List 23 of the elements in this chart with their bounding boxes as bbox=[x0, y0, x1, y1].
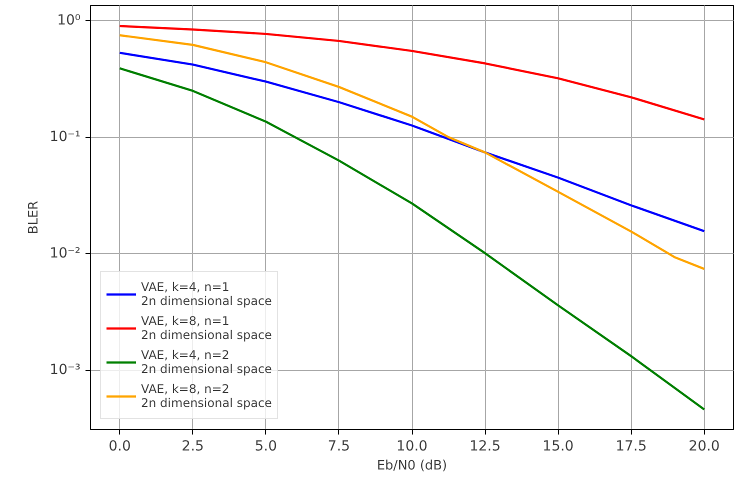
x-tick-label: 15.0 bbox=[542, 438, 574, 454]
line-series bbox=[118, 52, 706, 232]
legend-label: VAE, k=4, n=1 2n dimensional space bbox=[141, 279, 272, 310]
x-tick-label: 0.0 bbox=[108, 438, 131, 454]
y-axis-title: BLER bbox=[26, 200, 42, 234]
y-tick-label: 10⁻³ bbox=[50, 362, 81, 378]
line-series bbox=[118, 34, 706, 270]
y-tick-label: 10⁻¹ bbox=[50, 129, 81, 146]
legend-label: VAE, k=8, n=2 2n dimensional space bbox=[141, 381, 272, 412]
line-series bbox=[118, 67, 706, 411]
legend-label: VAE, k=4, n=2 2n dimensional space bbox=[141, 347, 272, 378]
x-axis-title: Eb/N0 (dB) bbox=[376, 458, 448, 474]
legend-label: VAE, k=8, n=1 2n dimensional space bbox=[141, 313, 272, 344]
x-tick-label: 2.5 bbox=[182, 438, 204, 454]
x-tick-label: 10.0 bbox=[396, 438, 428, 454]
y-tick-label: 10⁻² bbox=[50, 246, 81, 262]
x-tick-label: 12.5 bbox=[469, 438, 501, 454]
line-series bbox=[118, 24, 706, 121]
x-tick-label: 20.0 bbox=[688, 438, 720, 454]
x-tick-label: 5.0 bbox=[254, 438, 277, 454]
x-tick-label: 7.5 bbox=[328, 438, 350, 454]
y-tick-label: 10⁰ bbox=[57, 12, 81, 29]
x-tick-label: 17.5 bbox=[616, 438, 647, 454]
